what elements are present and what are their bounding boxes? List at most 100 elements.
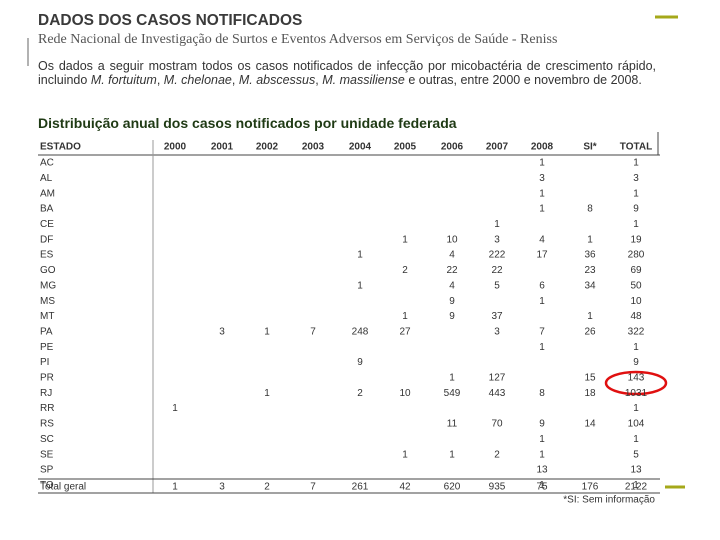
intro-species: M. massiliense: [322, 73, 405, 87]
cell: 1: [633, 342, 639, 353]
cell: 248: [352, 326, 369, 337]
cell: 2: [402, 265, 408, 276]
cell: 1: [402, 311, 408, 322]
cell: 127: [489, 373, 506, 384]
row-label: MS: [40, 296, 55, 307]
total-label: Total geral: [40, 482, 86, 493]
cell: 14: [584, 419, 596, 430]
cell: 22: [491, 265, 503, 276]
cell: 1031: [625, 388, 648, 399]
row-label: RS: [40, 419, 54, 430]
intro-species: M. fortuitum: [90, 73, 157, 87]
row-label: TO: [40, 480, 54, 491]
cell: 10: [446, 234, 458, 245]
row-label: MG: [40, 280, 56, 291]
total-cell: 935: [489, 482, 506, 493]
footnote: *SI: Sem informação: [563, 495, 655, 506]
column-header: 2002: [256, 142, 279, 153]
cell: 1: [539, 296, 545, 307]
row-label: PR: [40, 373, 54, 384]
cell: 4: [449, 280, 455, 291]
intro-species: M. abscessus: [238, 73, 316, 87]
cell: 7: [539, 326, 545, 337]
cell: 1: [539, 204, 545, 215]
row-label: MT: [40, 311, 54, 322]
intro-species: M. chelonae: [163, 73, 232, 87]
intro-text: ,: [231, 73, 239, 87]
total-cell: 2: [264, 482, 270, 493]
column-header: 2004: [349, 142, 372, 153]
cell: 9: [357, 357, 363, 368]
cell: 70: [491, 419, 503, 430]
cell: 322: [628, 326, 645, 337]
cell: 1: [402, 449, 408, 460]
cell: 1: [449, 373, 455, 384]
row-label: SC: [40, 434, 54, 445]
cell: 1: [494, 219, 500, 230]
column-header: 2007: [486, 142, 509, 153]
cell: 19: [630, 234, 642, 245]
cell: 1: [633, 158, 639, 169]
column-header: 2006: [441, 142, 464, 153]
cell: 1: [633, 403, 639, 414]
row-label: PI: [40, 357, 49, 368]
column-header: ESTADO: [40, 142, 81, 153]
cell: 26: [584, 326, 596, 337]
cell: 2: [357, 388, 363, 399]
intro-text: ,: [156, 73, 164, 87]
column-header: 2003: [302, 142, 325, 153]
cell: 3: [494, 234, 500, 245]
cell: 13: [536, 465, 548, 476]
cell: 3: [633, 173, 639, 184]
cell: 13: [630, 465, 642, 476]
column-header: 2008: [531, 142, 554, 153]
table-title: Distribuição anual dos casos notificados…: [38, 115, 457, 131]
total-cell: 75: [536, 482, 548, 493]
row-label: PE: [40, 342, 54, 353]
cell: 3: [219, 326, 225, 337]
cell: 1: [539, 449, 545, 460]
cell: 2: [494, 449, 500, 460]
row-label: RJ: [40, 388, 52, 399]
column-header: 2001: [211, 142, 234, 153]
cell: 23: [584, 265, 596, 276]
cell: 9: [449, 296, 455, 307]
cell: 1: [264, 388, 270, 399]
cell: 11: [447, 419, 458, 430]
row-label: DF: [40, 234, 53, 245]
cell: 36: [584, 250, 596, 261]
cell: 1: [633, 480, 639, 491]
cell: 4: [449, 250, 455, 261]
row-label: CE: [40, 219, 54, 230]
cell: 1: [587, 311, 593, 322]
cell: 69: [630, 265, 642, 276]
row-label: AM: [40, 188, 55, 199]
cell: 222: [489, 250, 506, 261]
total-cell: 1: [172, 482, 178, 493]
total-cell: 176: [582, 482, 599, 493]
cell: 1: [357, 280, 363, 291]
cell: 3: [539, 173, 545, 184]
cell: 22: [446, 265, 458, 276]
cell: 1: [402, 234, 408, 245]
column-header: TOTAL: [620, 142, 652, 153]
intro: Os dados a seguir mostram todos os casos…: [38, 59, 656, 87]
cell: 6: [539, 280, 545, 291]
cell: 10: [630, 296, 642, 307]
cell: 1: [633, 188, 639, 199]
cell: 27: [399, 326, 411, 337]
row-label: SE: [40, 449, 54, 460]
row-label: RR: [40, 403, 54, 414]
cell: 1: [539, 158, 545, 169]
cell: 10: [399, 388, 411, 399]
total-cell: 3: [219, 482, 225, 493]
cell: 5: [494, 280, 500, 291]
cell: 5: [633, 449, 639, 460]
cell: 443: [489, 388, 506, 399]
cell: 7: [310, 326, 316, 337]
cell: 8: [587, 204, 593, 215]
cell: 104: [628, 419, 645, 430]
cell: 1: [264, 326, 270, 337]
